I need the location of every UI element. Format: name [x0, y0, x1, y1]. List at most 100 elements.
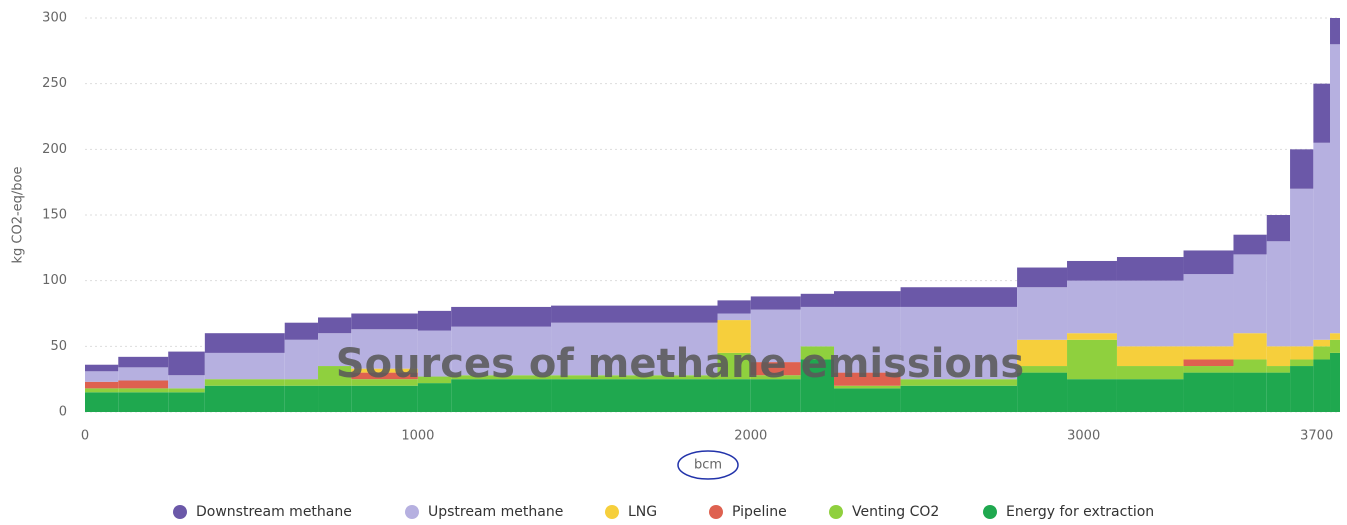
- legend-label: Downstream methane: [196, 504, 352, 520]
- area-segment: [551, 322, 718, 376]
- area-segment: [118, 388, 169, 393]
- area-segment: [1067, 333, 1117, 340]
- area-segment: [351, 329, 418, 369]
- area-segment: [750, 375, 801, 380]
- area-segment: [1067, 379, 1117, 412]
- area-segment: [284, 339, 319, 380]
- area-segment: [1330, 339, 1340, 353]
- area-segment: [1017, 339, 1068, 367]
- area-segment: [750, 379, 801, 412]
- area-segment: [1266, 215, 1291, 242]
- area-segment: [834, 388, 901, 412]
- area-segment: [1183, 366, 1234, 373]
- area-segment: [1183, 359, 1234, 367]
- area-segment: [85, 364, 119, 372]
- area-segment: [1233, 254, 1267, 334]
- area-segment: [800, 359, 835, 412]
- area-segment: [318, 333, 352, 367]
- area-segment: [900, 379, 1018, 386]
- area-segment: [351, 372, 418, 380]
- y-tick-label: 0: [59, 405, 67, 420]
- area-segment: [1116, 280, 1184, 347]
- area-segment: [551, 375, 718, 380]
- area-segment: [204, 385, 285, 412]
- x-tick-label: 1000: [401, 429, 434, 444]
- legend-marker: [709, 505, 723, 519]
- y-tick-label: 150: [42, 208, 67, 223]
- area-segment: [351, 368, 418, 373]
- area-segment: [168, 388, 205, 393]
- area-segment: [1017, 287, 1068, 340]
- area-segment: [284, 322, 319, 340]
- area-segment: [118, 356, 169, 368]
- area-segment: [168, 392, 205, 412]
- area-segment: [1313, 142, 1331, 340]
- area-segment: [284, 379, 319, 386]
- area-segment: [717, 379, 751, 412]
- area-segment: [750, 296, 801, 310]
- area-segment: [1330, 333, 1340, 340]
- area-segment: [1313, 339, 1331, 347]
- area-segment: [417, 310, 452, 331]
- area-segment: [1183, 372, 1234, 412]
- area-segment: [118, 367, 169, 381]
- area-segment: [551, 305, 718, 323]
- area-segment: [1266, 346, 1291, 367]
- y-tick-label: 300: [42, 11, 67, 26]
- x-tick-label: 3700: [1300, 429, 1333, 444]
- area-segment: [85, 371, 119, 382]
- area-segment: [1233, 359, 1267, 373]
- area-segment: [118, 380, 169, 389]
- area-segment: [451, 379, 552, 412]
- area-segment: [1266, 241, 1291, 347]
- area-segment: [1183, 250, 1234, 275]
- legend-marker: [405, 505, 419, 519]
- area-segment: [204, 352, 285, 380]
- area-segment: [1233, 234, 1267, 255]
- y-tick-label: 200: [42, 142, 67, 157]
- area-segment: [318, 385, 352, 412]
- legend-label: LNG: [628, 504, 657, 520]
- area-segment: [204, 333, 285, 353]
- area-segment: [1290, 359, 1314, 367]
- area-segment: [1233, 372, 1267, 412]
- area-segment: [417, 330, 452, 377]
- area-segment: [1290, 188, 1314, 347]
- area-segment: [1266, 372, 1291, 412]
- legend-label: Venting CO2: [852, 504, 939, 520]
- legend-marker: [983, 505, 997, 519]
- area-segment: [800, 293, 835, 307]
- y-axis-label: kg CO2-eq/boe: [11, 166, 26, 263]
- area-segment: [834, 385, 901, 389]
- area-segment: [750, 362, 801, 376]
- legend-label: Upstream methane: [428, 504, 563, 520]
- area-segment: [1233, 333, 1267, 360]
- area-segment: [1330, 44, 1340, 334]
- area-segment: [351, 379, 418, 386]
- area-segment: [1183, 274, 1234, 347]
- area-segment: [1330, 18, 1340, 45]
- area-segment: [834, 306, 901, 373]
- area-segment: [1116, 346, 1184, 367]
- area-segment: [717, 320, 751, 353]
- legend-marker: [829, 505, 843, 519]
- area-segment: [1313, 83, 1331, 143]
- area-segment: [1116, 257, 1184, 281]
- area-segment: [451, 306, 552, 327]
- area-segment: [1017, 267, 1068, 288]
- legend-label: Pipeline: [732, 504, 787, 520]
- area-segment: [1116, 366, 1184, 380]
- area-segment: [1290, 346, 1314, 360]
- area-segment: [1183, 346, 1234, 360]
- area-segment: [351, 313, 418, 330]
- area-segment: [168, 375, 205, 389]
- area-segment: [800, 346, 835, 360]
- area-segment: [85, 392, 119, 412]
- x-axis-label: bcm: [694, 458, 722, 473]
- area-segment: [1116, 379, 1184, 412]
- legend-marker: [605, 505, 619, 519]
- area-segment: [900, 306, 1018, 380]
- area-segment: [551, 379, 718, 412]
- area-segment: [85, 381, 119, 389]
